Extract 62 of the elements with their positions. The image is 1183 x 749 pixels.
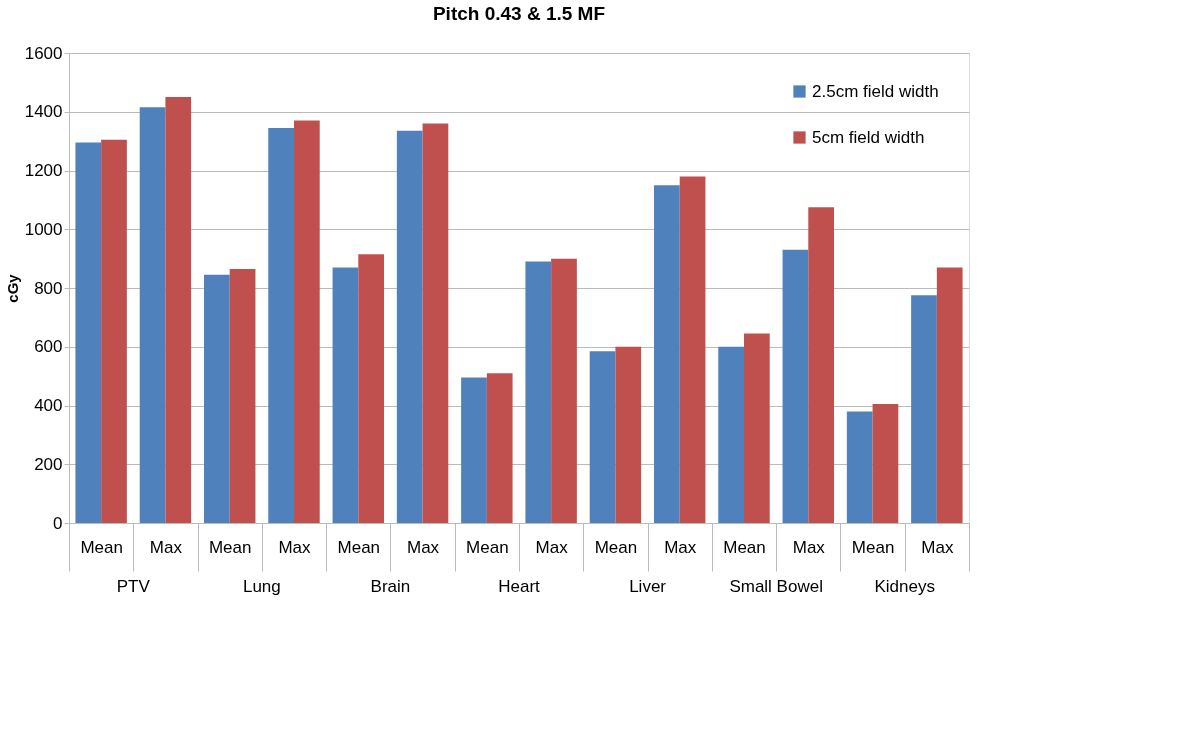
bar [679,176,706,523]
x-tick-label: Max [535,537,569,557]
x-tick-label: Mean [723,537,766,557]
y-tick-label: 1200 [24,161,63,180]
bar [75,142,102,523]
bar [358,254,384,523]
bar [551,258,577,523]
text: Heart [498,577,541,596]
bar [268,127,294,523]
chart-title: Pitch 0.43 & 1.5 MF [432,3,606,24]
bar [422,123,449,523]
y-tick-label: 1000 [24,219,63,239]
x-tick-label: Max [921,537,954,557]
x-tick-label: Max [664,537,697,557]
bar [165,97,192,523]
text: Small Bowel [729,577,823,596]
bar [101,139,127,523]
bar [846,411,873,523]
bar [782,249,809,523]
y-tick-label: 1600 [24,43,63,63]
x-tick-label: Mean [851,537,895,557]
text: Brain [370,577,411,596]
text: Lung [242,577,281,596]
bar [872,404,899,523]
text: PTV [116,577,151,596]
text: Kidneys [874,577,935,596]
x-tick-label: Mean [80,537,123,557]
x-tick-label: Max [792,537,826,557]
y-tick-label: 600 [34,337,63,357]
bar [744,333,770,523]
x-tick-label: Max [278,537,312,557]
bar [589,351,616,523]
bar [332,267,359,523]
bar [396,130,423,523]
x-tick-label: Mean [208,537,252,557]
bar [486,373,513,523]
x-tick-label: Mean [337,537,381,557]
bar [229,268,256,523]
legend-label: 5cm field width [812,127,925,147]
y-tick-label: 400 [34,396,63,415]
y-tick-label: 1400 [24,102,63,122]
y-tick-label: 200 [34,454,63,474]
y-tick-label: 800 [34,278,63,298]
bar [911,295,937,523]
y-tick-label: 0 [53,513,63,533]
bar [461,377,487,523]
y-axis-title: cGy [3,273,21,303]
bar [654,185,680,523]
x-tick-label: Max [149,537,183,557]
bar [294,120,320,523]
bar [525,261,552,523]
text: Liver [629,577,667,596]
bar [139,107,166,523]
x-tick-label: Mean [594,537,638,557]
x-tick-label: Mean [466,537,509,557]
bar [718,346,744,523]
bar [936,267,963,523]
bar [204,274,230,523]
bar [808,207,834,523]
x-tick-label: Max [407,537,440,557]
bar [615,346,642,523]
legend-label: 2.5cm field width [812,81,939,101]
